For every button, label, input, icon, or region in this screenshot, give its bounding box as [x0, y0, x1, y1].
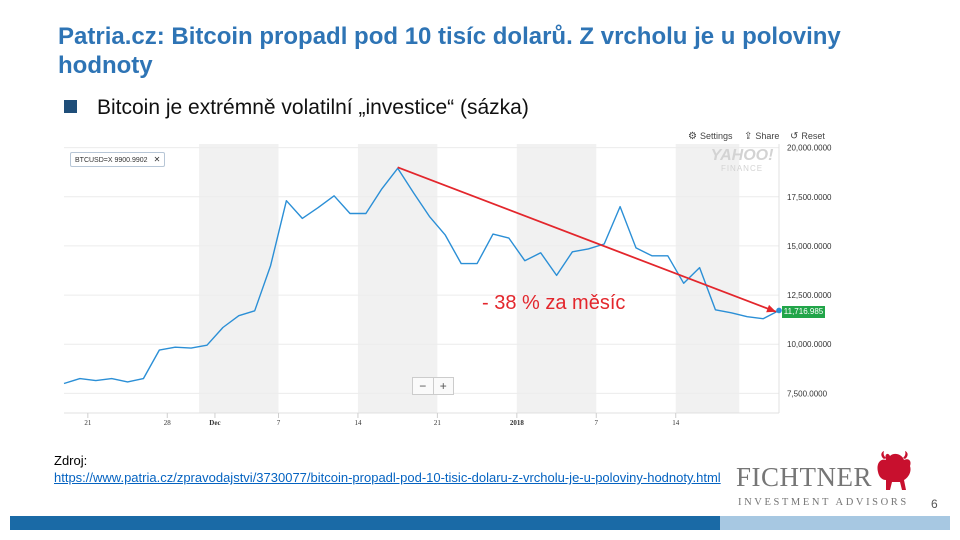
x-tick-label: Dec: [209, 419, 220, 427]
reset-label: Reset: [801, 131, 825, 141]
zoom-in-button[interactable]: +: [439, 379, 447, 393]
bullet-square-icon: [64, 100, 77, 113]
slide-title: Patria.cz: Bitcoin propadl pod 10 tisíc …: [58, 23, 841, 79]
logo-subtitle: INVESTMENT ADVISORS: [738, 497, 909, 508]
zoom-out-button[interactable]: −: [413, 378, 434, 394]
footer-bar-light: [720, 516, 950, 530]
week-band: [357, 144, 438, 413]
y-tick-label: 12,500.0000: [787, 291, 832, 300]
yahoo-finance-watermark: YAHOO! FINANCE: [707, 148, 777, 174]
week-band: [675, 144, 740, 413]
share-label: Share: [755, 131, 780, 141]
reset-icon: ↺: [790, 131, 799, 142]
watermark-line1: YAHOO!: [710, 147, 774, 164]
week-band: [199, 144, 279, 413]
ticker-tag[interactable]: BTCUSD=X 9900.9902 ✕: [70, 152, 166, 167]
y-tick-label: 7,500.0000: [787, 389, 828, 398]
chart-annotation: - 38 % za měsíc: [482, 292, 626, 314]
x-tick-label: 14: [354, 419, 362, 427]
x-tick-label: 14: [672, 419, 680, 427]
y-tick-label: 17,500.0000: [787, 193, 832, 202]
x-tick-label: 7: [595, 419, 599, 427]
y-tick-label: 20,000.0000: [787, 144, 832, 153]
settings-label: Settings: [699, 131, 733, 141]
footer-bar-dark: [10, 516, 720, 530]
close-icon[interactable]: ✕: [153, 155, 161, 164]
company-logo: FICHTNER INVESTMENT ADVISORS: [734, 450, 914, 514]
x-tick-label: 21: [434, 419, 442, 427]
x-tick-label: 7: [277, 419, 281, 427]
reset-button[interactable]: ↺ Reset: [790, 131, 825, 142]
trend-arrow-head: [766, 304, 776, 313]
source-label: Zdroj:: [54, 453, 88, 468]
settings-button[interactable]: ⚙ Settings: [688, 131, 733, 142]
x-tick-label: 28: [164, 419, 172, 427]
y-tick-label: 15,000.0000: [787, 242, 832, 251]
share-icon: ⇪: [744, 131, 753, 142]
bullet-text: Bitcoin je extrémně volatilní „investice…: [97, 96, 529, 119]
zoom-control: − +: [412, 377, 454, 395]
share-button[interactable]: ⇪ Share: [744, 131, 779, 142]
source-block: Zdroj: https://www.patria.cz/zpravodajst…: [54, 452, 734, 486]
ticker-label: BTCUSD=X 9900.9902: [75, 157, 148, 164]
week-band: [516, 144, 597, 413]
logo-name: FICHTNER: [736, 462, 873, 492]
watermark-line2: FINANCE: [720, 164, 764, 173]
x-tick-label: 21: [84, 419, 92, 427]
last-price-point: [776, 307, 782, 314]
bull-logo-icon: [877, 451, 911, 490]
x-tick-label: 2018: [510, 419, 525, 427]
y-tick-label: 10,000.0000: [787, 340, 832, 349]
page-number: 6: [931, 497, 938, 511]
bullet-item: Bitcoin je extrémně volatilní „investice…: [64, 96, 529, 120]
gear-icon: ⚙: [688, 131, 697, 142]
trend-arrow-line: [397, 166, 777, 313]
last-price-badge: 11,716.985: [782, 306, 825, 318]
price-series-line: [63, 167, 780, 385]
source-link[interactable]: https://www.patria.cz/zpravodajstvi/3730…: [54, 470, 721, 485]
